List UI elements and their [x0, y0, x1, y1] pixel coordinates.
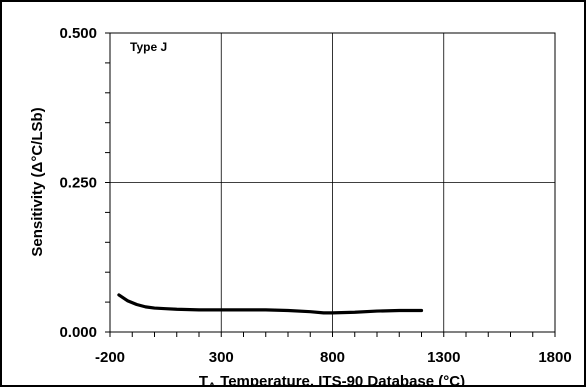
x-axis-title: TA Temperature, ITS-90 Database (°C)	[199, 373, 465, 387]
y-tick-label: 0.000	[59, 324, 97, 341]
grid-lines	[110, 33, 555, 332]
series-group	[117, 293, 424, 315]
x-tick-label: 1300	[427, 349, 460, 366]
y-tick-labels: 0.000 0.250 0.500	[59, 25, 97, 341]
x-tick-label: 800	[320, 349, 345, 366]
x-tick-labels: -200 300 800 1300 1800	[95, 349, 572, 366]
x-tick-label: 300	[209, 349, 234, 366]
series-line	[117, 293, 424, 315]
y-tick-label: 0.500	[59, 25, 97, 42]
x-tick-label: -200	[95, 349, 125, 366]
x-axis-title-rest: Temperature, ITS-90 Database (°C)	[216, 373, 465, 387]
y-tick-label: 0.250	[59, 175, 97, 192]
x-axis-title-main: T	[199, 373, 208, 387]
x-axis-title-subscript: A	[208, 381, 216, 387]
x-tick-label: 1800	[538, 349, 571, 366]
y-axis-title: Sensitivity (Δ°C/LSb)	[29, 107, 46, 256]
annotation-type-j: Type J	[130, 40, 167, 54]
tick-marks	[105, 32, 556, 337]
